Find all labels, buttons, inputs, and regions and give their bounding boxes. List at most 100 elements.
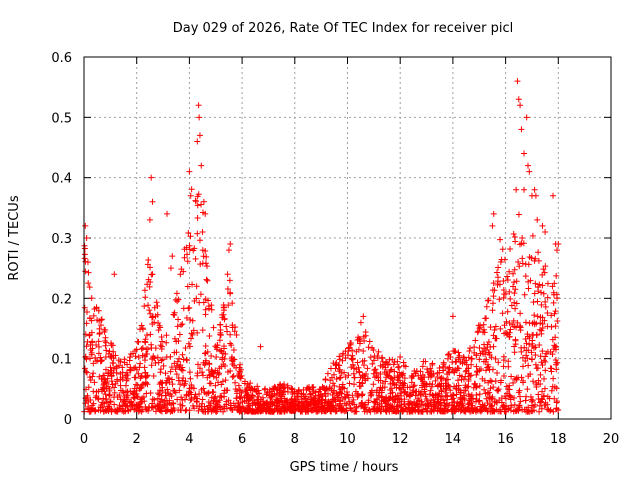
data-point [544, 294, 551, 301]
data-point [108, 340, 115, 347]
data-point [139, 406, 146, 413]
data-point [540, 290, 547, 297]
data-point [417, 368, 424, 375]
data-point [356, 383, 363, 390]
data-point [356, 368, 363, 375]
data-point [224, 285, 231, 292]
chart-title: Day 029 of 2026, Rate Of TEC Index for r… [173, 21, 514, 36]
data-point [183, 244, 190, 251]
data-point [497, 325, 504, 332]
data-point [550, 192, 557, 199]
data-point [137, 360, 144, 367]
data-point [371, 353, 378, 360]
data-point [84, 406, 91, 413]
x-tick-labels: 0 2 4 6 8 10 12 14 16 18 20 [80, 432, 619, 447]
data-point [466, 372, 473, 379]
data-point [143, 332, 150, 339]
data-point [542, 228, 549, 235]
data-point [168, 364, 175, 371]
data-point [342, 408, 349, 415]
data-point [484, 390, 491, 397]
data-point [476, 397, 483, 404]
data-point [496, 397, 503, 404]
data-point [336, 400, 343, 407]
data-point [236, 386, 243, 393]
data-point [528, 396, 535, 403]
data-point [88, 329, 95, 336]
data-point [476, 325, 483, 332]
data-point [528, 349, 535, 356]
data-point [142, 369, 149, 376]
data-point [503, 318, 510, 325]
data-point [235, 382, 242, 389]
data-point [542, 367, 549, 374]
data-point [468, 356, 475, 363]
data-point [324, 400, 331, 407]
data-point [96, 325, 103, 332]
data-point [164, 407, 171, 414]
data-point [86, 284, 93, 291]
data-point [106, 391, 113, 398]
data-point [83, 343, 90, 350]
data-point [481, 386, 488, 393]
data-point [102, 353, 109, 360]
data-point [106, 348, 113, 355]
data-point [525, 373, 532, 380]
data-point [221, 405, 228, 412]
data-point [95, 396, 102, 403]
data-point [409, 400, 416, 407]
data-point [88, 349, 95, 356]
data-point [451, 398, 458, 405]
y-tick-labels: 0 0.1 0.2 0.3 0.4 0.5 0.6 [51, 51, 72, 428]
data-point [538, 359, 545, 366]
data-point [494, 387, 501, 394]
data-point [224, 368, 231, 375]
data-point [213, 374, 220, 381]
data-point [170, 405, 177, 412]
data-point [411, 382, 418, 389]
data-point [507, 245, 514, 252]
data-point [194, 193, 201, 200]
x-tick-label: 14 [445, 432, 462, 447]
data-point [179, 321, 186, 328]
data-point [332, 408, 339, 415]
data-point [83, 235, 90, 241]
data-point [177, 361, 184, 368]
data-point [175, 337, 182, 344]
data-point [450, 403, 457, 410]
data-point [535, 249, 542, 256]
data-point [131, 365, 138, 372]
data-point [108, 378, 115, 385]
x-tick-label: 18 [550, 432, 567, 447]
data-point [124, 361, 131, 368]
data-point [240, 405, 247, 412]
data-point [186, 246, 193, 253]
data-point [119, 374, 126, 381]
data-point [179, 377, 186, 384]
data-point [146, 307, 153, 314]
data-point [182, 345, 189, 352]
data-point [521, 291, 528, 298]
data-point [131, 385, 138, 392]
data-point [139, 326, 146, 333]
data-point [187, 316, 194, 323]
data-point [154, 354, 161, 361]
data-point [236, 408, 243, 415]
data-point [437, 399, 444, 406]
data-point [98, 376, 105, 383]
data-point [174, 396, 181, 403]
data-point [118, 387, 125, 394]
data-point [186, 304, 193, 311]
data-point [199, 247, 206, 254]
data-point [541, 269, 548, 276]
data-point [133, 381, 140, 388]
data-point [282, 398, 289, 405]
data-point [95, 338, 102, 345]
data-point [147, 310, 154, 317]
data-point [174, 358, 181, 365]
data-point [446, 351, 453, 358]
data-point [543, 350, 550, 357]
data-point [480, 358, 487, 365]
data-point [552, 308, 559, 315]
data-point [212, 393, 219, 400]
